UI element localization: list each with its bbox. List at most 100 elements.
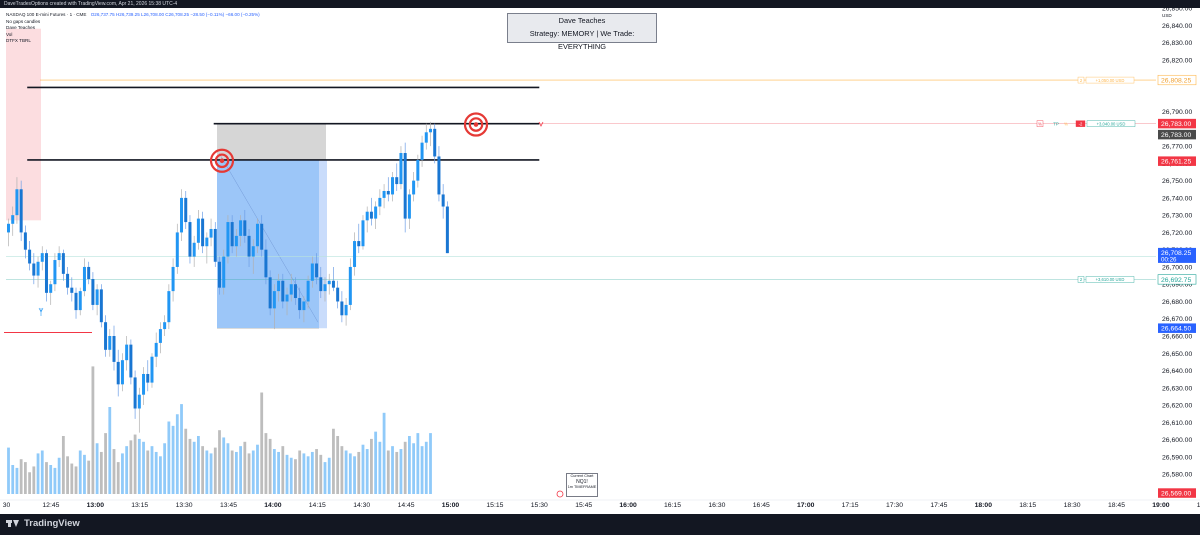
candle-body — [28, 249, 32, 264]
volume-bar — [298, 450, 302, 494]
candle-body — [19, 189, 23, 233]
candle-body — [11, 215, 15, 224]
price-label-box[interactable] — [1157, 74, 1197, 86]
price-label-box[interactable] — [1157, 274, 1197, 285]
candle-body — [158, 329, 162, 343]
price-label: 26,664.50 — [1161, 326, 1191, 333]
price-axis-currency: USD — [1162, 13, 1172, 18]
price-label-box[interactable] — [1158, 156, 1196, 166]
volume-bar — [408, 436, 411, 494]
tradingview-logo[interactable]: TradingView — [6, 518, 80, 529]
volume-bar — [167, 421, 171, 494]
volume-bar — [40, 450, 44, 494]
candle-body — [264, 249, 268, 278]
time-tick-label: 17:00 — [797, 502, 815, 509]
tp-percent-box[interactable] — [1036, 120, 1044, 127]
time-tick-label: 18:00 — [975, 502, 993, 509]
legend-indicator-2[interactable]: Vol — [6, 31, 13, 37]
candle-body — [412, 180, 416, 195]
candle-body — [315, 263, 319, 278]
price-label: 26,761.25 — [1161, 159, 1191, 166]
volume-bar — [391, 446, 394, 494]
candle-body — [302, 301, 306, 311]
time-tick-label: 14:45 — [398, 502, 415, 509]
candle-body — [142, 373, 146, 395]
price-label-box[interactable] — [1158, 247, 1196, 263]
candle-body — [281, 280, 285, 302]
target-zone — [217, 123, 326, 160]
volume-bar — [142, 441, 145, 494]
tp-qty-box[interactable] — [1075, 120, 1086, 127]
tp-value-box[interactable] — [1086, 120, 1136, 127]
legend-indicator-3[interactable]: DTFX TBRL — [6, 38, 31, 44]
tradingview-logo-text: TradingView — [24, 518, 80, 529]
legend-symbol: NASDAQ 100 E-mini Futures · 1 · CME — [6, 12, 87, 17]
price-label-box[interactable] — [1158, 488, 1196, 498]
position-top-qty-box[interactable] — [1077, 76, 1085, 84]
price-label: 26,808.25 — [1161, 77, 1191, 84]
time-tick-label: 14:30 — [353, 502, 370, 509]
volume-bar — [70, 463, 74, 494]
volume-bar — [36, 453, 40, 494]
position-bottom-qty-box[interactable] — [1077, 276, 1085, 283]
volume-bar — [344, 450, 348, 494]
volume-bar — [353, 456, 356, 494]
strategy-banner: Dave Teaches Strategy: MEMORY | We Trade… — [507, 13, 657, 51]
candle-body — [429, 128, 432, 133]
chart-legend: NASDAQ 100 E-mini Futures · 1 · CME O26,… — [6, 12, 260, 45]
volume-bar — [239, 446, 242, 494]
banner-subtitle: Strategy: MEMORY | We Trade: EVERYTHING — [529, 29, 635, 51]
price-label-box[interactable] — [1158, 323, 1196, 333]
candle-body — [255, 223, 259, 247]
position-bottom-qty: 2 — [1080, 277, 1083, 282]
price-tick-label: 26,720.00 — [1162, 230, 1192, 237]
volume-bar — [222, 437, 226, 494]
time-tick-label: 13:15 — [131, 502, 148, 509]
legend-indicator-0[interactable]: No gaps candles — [6, 18, 41, 24]
legend-symbol-row[interactable]: NASDAQ 100 E-mini Futures · 1 · CME O26,… — [6, 12, 260, 19]
buy-arrow-icon — [38, 307, 44, 316]
volume-bar — [133, 434, 137, 494]
candle-body — [180, 197, 184, 233]
candle-body — [247, 235, 251, 257]
position-top-label: +1,050.00 USD — [1096, 78, 1125, 83]
tp-value: +3,040.00 USD — [1097, 121, 1126, 126]
chart-area[interactable]: 2 +1,050.00 USD% TP% -2 +3,040.00 USD 2 +3,610… — [0, 8, 1200, 514]
time-tick-label: 16:30 — [708, 502, 725, 509]
volume-bar — [74, 466, 78, 494]
tp-percent-2: % — [1064, 121, 1068, 126]
price-tick-label: 26,610.00 — [1162, 420, 1192, 427]
price-tick-label: 26,680.00 — [1162, 299, 1192, 306]
candle-body — [15, 189, 19, 216]
time-tick-label: 19:15 — [1197, 502, 1200, 509]
legend-indicator-1[interactable]: Dave Teaches — [6, 25, 36, 31]
candle-body — [40, 253, 44, 262]
candle-body — [268, 277, 272, 309]
candle-body — [104, 322, 108, 350]
time-tick-label: 18:30 — [1064, 502, 1081, 509]
current-chart-symbol: NQ1! — [576, 478, 588, 485]
candle-body — [365, 211, 369, 221]
time-tick-label: 14:00 — [264, 502, 282, 509]
position-bottom-label-box[interactable] — [1085, 276, 1135, 283]
time-tick-label: 13:45 — [220, 502, 237, 509]
volume-bar — [412, 443, 416, 494]
volume-bar — [53, 467, 57, 494]
candle-body — [298, 298, 302, 311]
candle-body — [44, 253, 48, 293]
price-chart-svg[interactable]: 2 +1,050.00 USD% TP% -2 +3,040.00 USD 2 +3,610… — [0, 8, 1200, 514]
price-label-box[interactable] — [1158, 129, 1196, 140]
volume-bar — [192, 441, 196, 494]
volume-bar — [104, 433, 107, 494]
time-tick-label: 15:00 — [442, 502, 460, 509]
export-caption-bar: DaveTradesOptions created with TradingVi… — [0, 0, 1200, 8]
candle-body — [445, 206, 449, 254]
volume-bar — [327, 457, 331, 494]
tp-label: TP — [1053, 121, 1059, 126]
volume-bar — [378, 441, 382, 494]
candle-body — [78, 291, 82, 311]
price-label-box[interactable] — [1158, 118, 1196, 129]
position-top-label-box[interactable] — [1085, 76, 1135, 84]
volume-bar — [403, 441, 407, 494]
